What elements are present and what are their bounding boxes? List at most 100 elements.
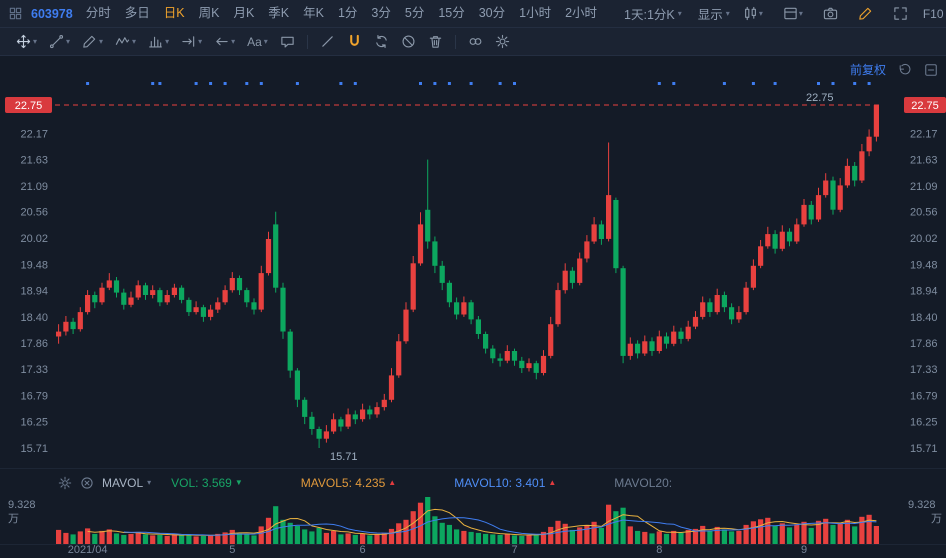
- move-icon[interactable]: ▾: [10, 32, 43, 51]
- circle-x-icon[interactable]: [80, 476, 94, 490]
- time-axis: 2021/04 5 6 7 8 9: [68, 544, 807, 556]
- svg-text:18.94: 18.94: [20, 286, 48, 298]
- tab-月K[interactable]: 月K: [233, 6, 255, 20]
- tab-年K[interactable]: 年K: [303, 6, 324, 20]
- svg-text:5: 5: [229, 544, 235, 556]
- collapse-pane-icon[interactable]: [924, 63, 938, 77]
- indicator-selector[interactable]: MAVOL ▾: [102, 476, 151, 490]
- indicator-name: MAVOL: [102, 476, 144, 490]
- gear-icon[interactable]: [489, 32, 516, 51]
- stock-code[interactable]: 603978: [31, 6, 73, 21]
- undo-icon[interactable]: [898, 63, 912, 77]
- svg-text:万: 万: [931, 513, 942, 525]
- grid-icon[interactable]: [8, 6, 23, 21]
- svg-text:21.63: 21.63: [20, 155, 48, 167]
- chart-area: 22.17 22.17 21.63 21.63 21.09 21.09 20.56 20.56…: [0, 56, 946, 558]
- chevron-down-icon: ▾: [198, 36, 203, 46]
- interval-dropdown[interactable]: 1天:1分K ▾: [616, 4, 690, 23]
- tab-分时[interactable]: 分时: [85, 6, 111, 20]
- link-icon[interactable]: [462, 32, 489, 51]
- tab-1小时[interactable]: 1小时: [519, 6, 552, 20]
- svg-text:20.02: 20.02: [910, 233, 938, 245]
- text-tool-icon[interactable]: Aa ▾: [247, 34, 268, 49]
- display-dropdown[interactable]: 显示 ▾: [690, 4, 738, 23]
- divider: [454, 34, 456, 49]
- drawing-toolbar: ▾ ▾ ▾ ▾ ▾ ▾ ▾ Aa ▾: [0, 28, 946, 56]
- ban-icon[interactable]: [395, 32, 422, 51]
- tab-日K[interactable]: 日K: [163, 6, 185, 20]
- main-chart[interactable]: 22.17 22.17 21.63 21.63 21.09 21.09 20.56 20.56…: [0, 56, 946, 557]
- svg-text:22.75: 22.75: [15, 100, 43, 112]
- svg-text:21.09: 21.09: [910, 181, 938, 193]
- chevron-down-icon: ▾: [677, 8, 682, 18]
- top-toolbar: 603978 分时 多日 日K 周K 月K 季K 年K 1分 3分 5分 15分 30分 1小时 2小时 …: [0, 0, 946, 28]
- chevron-down-icon: ▾: [231, 36, 236, 46]
- svg-text:18.94: 18.94: [910, 286, 938, 298]
- gear-icon[interactable]: [58, 476, 72, 490]
- svg-text:18.40: 18.40: [910, 312, 938, 324]
- tab-周K[interactable]: 周K: [198, 6, 220, 20]
- pencil-icon[interactable]: [853, 6, 878, 21]
- display-dropdown-label: 显示: [697, 8, 723, 22]
- svg-text:6: 6: [360, 544, 366, 556]
- divider: [306, 34, 308, 49]
- chart-topright-controls: 前复权: [850, 61, 938, 78]
- chevron-down-icon: ▾: [132, 36, 137, 46]
- svg-text:15.71: 15.71: [910, 443, 938, 455]
- svg-text:17.33: 17.33: [910, 364, 938, 376]
- refresh-icon[interactable]: [368, 32, 395, 51]
- magnet-icon[interactable]: [341, 32, 368, 51]
- legend-item-mavol: MAVOL5: 4.235 ▲: [300, 476, 397, 490]
- trendline-icon[interactable]: ▾: [43, 32, 76, 51]
- chart-type-icon[interactable]: ▾: [738, 6, 768, 21]
- tab-5分[interactable]: 5分: [404, 6, 425, 20]
- stats-icon[interactable]: ▾: [142, 32, 175, 51]
- tab-2小时[interactable]: 2小时: [565, 6, 598, 20]
- svg-text:9.328: 9.328: [908, 499, 936, 511]
- adjust-mode-label[interactable]: 前复权: [849, 63, 886, 77]
- svg-text:16.25: 16.25: [910, 417, 938, 429]
- legend-item-mavol: MAVOL10: 3.401 ▲: [454, 476, 557, 490]
- wave-icon[interactable]: ▾: [109, 32, 142, 51]
- svg-text:21.63: 21.63: [910, 155, 938, 167]
- price-axis: 22.17 22.17 21.63 21.63 21.09 21.09 20.56 20.56…: [20, 128, 937, 455]
- slash-icon[interactable]: [314, 32, 341, 51]
- f10-button[interactable]: F10: [922, 6, 944, 21]
- svg-text:18.40: 18.40: [20, 312, 48, 324]
- tab-季K[interactable]: 季K: [268, 6, 290, 20]
- interval-dropdown-label: 1天:1分K: [624, 8, 675, 22]
- topbar-icons: ▾ ▾: [738, 6, 919, 21]
- tab-3分[interactable]: 3分: [371, 6, 391, 20]
- tab-30分[interactable]: 30分: [478, 6, 506, 20]
- svg-text:22.17: 22.17: [20, 128, 48, 140]
- chevron-down-icon: ▾: [99, 36, 104, 46]
- period-tabs: 分时 多日 日K 周K 月K 季K 年K 1分 3分 5分 15分 30分 1小时 2小时: [79, 0, 604, 27]
- volume-axis: 9.328 万 9.328 万: [8, 499, 942, 525]
- svg-text:15.71: 15.71: [20, 443, 48, 455]
- event-dots[interactable]: [86, 82, 871, 85]
- panel-layout-icon[interactable]: ▾: [778, 6, 808, 21]
- svg-text:2021/04: 2021/04: [68, 544, 108, 556]
- svg-text:20.56: 20.56: [20, 207, 48, 219]
- chevron-down-icon: ▾: [147, 478, 152, 487]
- svg-text:17.33: 17.33: [20, 364, 48, 376]
- chevron-down-icon: ▾: [66, 36, 71, 46]
- comment-icon[interactable]: [274, 32, 301, 51]
- svg-text:17.86: 17.86: [20, 338, 48, 350]
- camera-icon[interactable]: [818, 6, 843, 21]
- arrow-left-icon[interactable]: ▾: [208, 32, 241, 51]
- draw-pencil-icon[interactable]: ▾: [76, 32, 109, 51]
- tab-15分[interactable]: 15分: [438, 6, 465, 20]
- candles[interactable]: [56, 105, 879, 448]
- measure-icon[interactable]: ▾: [175, 32, 208, 51]
- trash-icon[interactable]: [422, 32, 449, 51]
- mavol10-line: [123, 517, 877, 536]
- volume-bars[interactable]: [56, 497, 879, 544]
- legend-item-mavol: MAVOL20:: [614, 476, 673, 490]
- fullscreen-icon[interactable]: [888, 6, 913, 21]
- svg-text:万: 万: [8, 513, 19, 525]
- tab-1分[interactable]: 1分: [337, 6, 358, 20]
- chevron-down-icon: ▾: [758, 8, 763, 18]
- tab-多日[interactable]: 多日: [124, 6, 150, 20]
- svg-text:20.02: 20.02: [20, 233, 48, 245]
